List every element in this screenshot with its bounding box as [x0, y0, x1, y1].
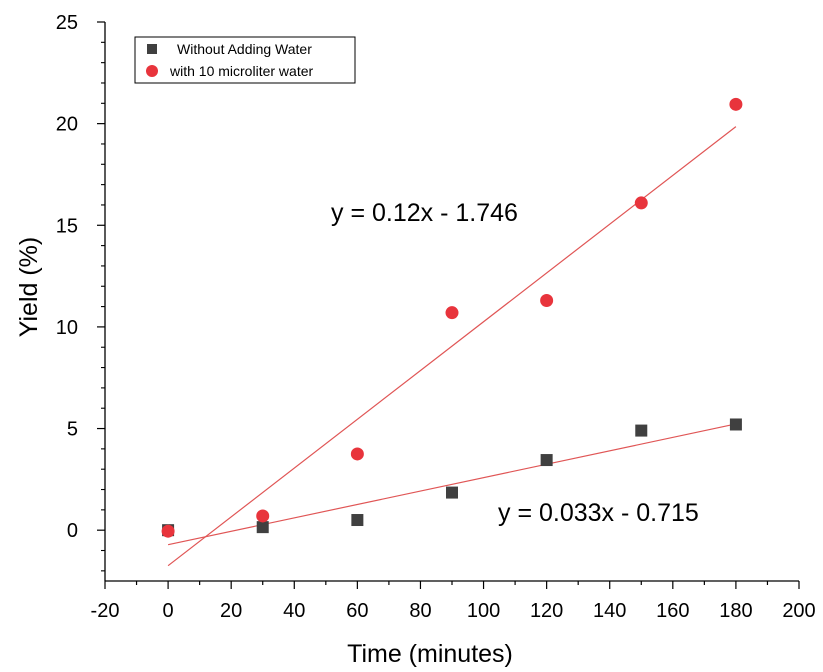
y-axis-title: Yield (%) — [15, 237, 43, 338]
axis-ticks: -20 0 20 40 60 80 100 120 140 160 180 200 0 5 10 15 20 25 — [56, 12, 816, 622]
x-tick-label: 180 — [719, 600, 752, 622]
data-point-circle — [445, 306, 459, 320]
x-tick-label: 60 — [346, 600, 368, 622]
legend-marker-square — [147, 44, 157, 54]
data-point-circle — [634, 196, 648, 210]
data-point-square — [540, 454, 553, 467]
data-point-square — [256, 521, 269, 534]
y-tick-label: 15 — [56, 215, 78, 237]
data-point-circle — [161, 524, 175, 538]
data-point-circle — [729, 97, 743, 111]
data-points — [161, 97, 743, 538]
fit-equation-with-water: y = 0.12x - 1.746 — [331, 199, 518, 227]
x-tick-label: 120 — [530, 600, 563, 622]
x-tick-label: 20 — [220, 600, 242, 622]
y-tick-label: 0 — [67, 520, 78, 542]
data-point-square — [729, 418, 742, 431]
legend: Without Adding Water with 10 microliter … — [134, 36, 356, 84]
legend-label-without-water: Without Adding Water — [177, 41, 312, 57]
x-axis-title: Time (minutes) — [347, 640, 513, 668]
y-tick-label: 25 — [56, 12, 78, 34]
x-tick-label: 160 — [656, 600, 689, 622]
y-tick-label: 5 — [67, 419, 78, 441]
x-tick-label: 80 — [409, 600, 431, 622]
data-point-circle — [350, 447, 364, 461]
x-tick-label: 0 — [163, 600, 174, 622]
data-point-circle — [256, 509, 270, 523]
y-tick-label: 20 — [56, 114, 78, 136]
x-tick-label: 200 — [782, 600, 815, 622]
x-tick-label: 40 — [283, 600, 305, 622]
legend-marker-circle — [146, 65, 158, 77]
legend-box — [134, 36, 356, 84]
legend-label-with-water: with 10 microliter water — [169, 63, 313, 79]
x-tick-label: 100 — [467, 600, 500, 622]
data-point-circle — [540, 293, 554, 307]
data-point-square — [635, 424, 648, 437]
data-point-square — [351, 514, 364, 527]
x-tick-label: -20 — [91, 600, 120, 622]
data-point-square — [446, 486, 458, 499]
y-tick-label: 10 — [56, 317, 78, 339]
x-tick-label: 140 — [593, 600, 626, 622]
fit-equation-without-water: y = 0.033x - 0.715 — [498, 499, 699, 527]
